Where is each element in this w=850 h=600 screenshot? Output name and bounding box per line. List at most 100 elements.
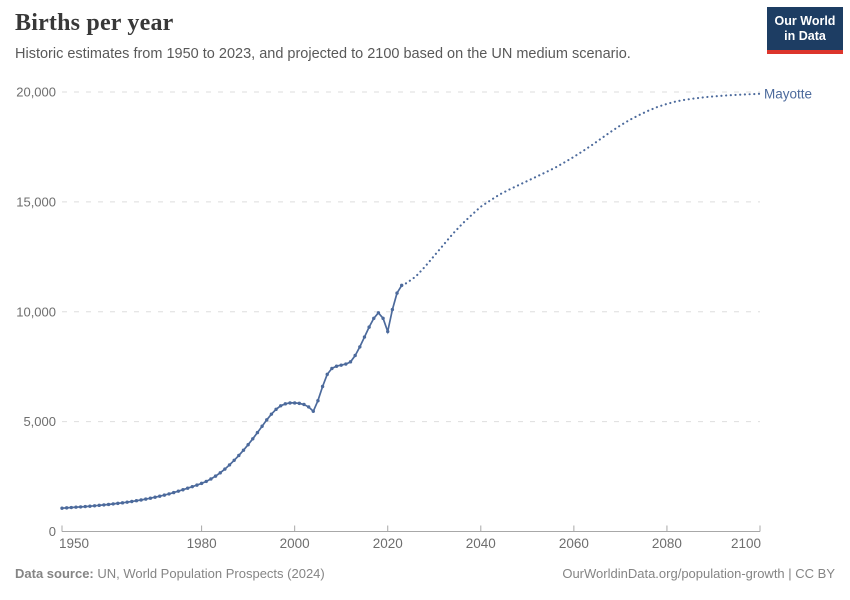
data-point xyxy=(153,495,157,499)
x-tick-label: 2020 xyxy=(373,536,403,551)
data-point xyxy=(64,506,69,510)
data-point xyxy=(185,486,190,490)
data-point xyxy=(60,506,64,510)
data-point xyxy=(199,481,204,486)
data-point xyxy=(97,503,101,508)
y-tick-label: 10,000 xyxy=(16,304,56,319)
data-point xyxy=(269,412,274,416)
series-line-projected xyxy=(400,92,762,287)
data-point xyxy=(195,483,199,487)
data-point xyxy=(283,402,288,406)
data-point xyxy=(302,402,306,407)
data-point xyxy=(297,401,302,406)
data-point xyxy=(162,493,167,497)
chart-subtitle: Historic estimates from 1950 to 2023, an… xyxy=(15,46,631,62)
data-point xyxy=(148,496,153,500)
y-tick-label: 0 xyxy=(49,524,56,539)
data-source-label: Data source: xyxy=(15,566,94,581)
data-point xyxy=(181,488,185,492)
data-point xyxy=(158,494,162,498)
data-point xyxy=(265,418,269,422)
y-tick-label: 15,000 xyxy=(16,194,56,209)
data-point xyxy=(316,399,320,403)
data-point xyxy=(372,316,376,321)
data-point xyxy=(144,497,148,501)
owid-logo[interactable]: Our World in Data xyxy=(767,7,843,54)
data-point xyxy=(330,366,334,371)
data-point xyxy=(167,492,171,496)
data-point xyxy=(358,345,362,349)
data-point xyxy=(260,424,264,428)
x-tick-label: 2040 xyxy=(466,536,496,551)
data-point xyxy=(102,503,106,507)
data-point xyxy=(83,504,87,509)
chart-footer: Data source: UN, World Population Prospe… xyxy=(15,566,835,581)
data-point xyxy=(251,437,255,441)
data-point xyxy=(362,335,367,339)
data-point xyxy=(130,499,134,504)
data-point xyxy=(223,467,227,471)
series-line-historic xyxy=(61,284,403,510)
data-point xyxy=(106,502,111,507)
x-tick-label: 1980 xyxy=(187,536,217,551)
data-point xyxy=(209,477,213,481)
data-point xyxy=(213,474,218,478)
data-point xyxy=(339,363,343,367)
chart-title: Births per year xyxy=(15,10,174,36)
data-point xyxy=(306,405,311,409)
data-point xyxy=(246,442,250,447)
data-point xyxy=(111,502,115,506)
data-point xyxy=(386,329,390,334)
data-point xyxy=(279,404,283,408)
data-point xyxy=(176,489,181,493)
data-point xyxy=(74,505,78,509)
data-point xyxy=(320,384,325,389)
data-point xyxy=(88,504,92,508)
entity-label[interactable]: Mayotte xyxy=(764,86,812,101)
data-point xyxy=(255,430,260,435)
data-point xyxy=(232,458,236,463)
data-source-text: UN, World Population Prospects (2024) xyxy=(93,566,325,581)
data-point xyxy=(334,364,339,368)
data-point xyxy=(171,490,176,495)
data-point xyxy=(348,360,353,364)
data-point xyxy=(120,501,125,505)
data-point xyxy=(116,501,120,506)
data-point xyxy=(381,316,385,321)
owid-logo-line1: Our World xyxy=(774,14,836,28)
data-point xyxy=(134,499,139,503)
data-point xyxy=(69,505,74,510)
x-tick-label: 2080 xyxy=(652,536,682,551)
chart-header: Births per year Historic estimates from … xyxy=(15,10,750,62)
data-point xyxy=(190,484,194,489)
data-point xyxy=(325,372,329,377)
data-point xyxy=(395,291,399,295)
data-point xyxy=(353,353,357,358)
data-point xyxy=(125,500,129,504)
footer-citation-link[interactable]: OurWorldinData.org/population-growth | C… xyxy=(562,566,835,581)
data-point xyxy=(311,409,315,413)
x-tick-label: 2100 xyxy=(731,536,761,551)
data-point xyxy=(288,401,292,405)
data-point xyxy=(237,453,241,458)
data-source: Data source: UN, World Population Prospe… xyxy=(15,566,325,581)
data-point xyxy=(241,448,246,452)
y-tick-label: 20,000 xyxy=(16,85,56,100)
data-point xyxy=(274,407,278,412)
data-point xyxy=(227,463,232,467)
data-point xyxy=(367,325,371,329)
y-tick-label: 5,000 xyxy=(23,414,56,429)
data-point xyxy=(204,479,208,484)
x-tick-label: 2060 xyxy=(559,536,589,551)
x-tick-label: 1950 xyxy=(59,536,89,551)
data-point xyxy=(78,505,83,509)
owid-logo-line2: in Data xyxy=(784,29,826,43)
data-point xyxy=(139,498,143,502)
data-point xyxy=(390,307,395,312)
data-point xyxy=(218,471,222,475)
data-point xyxy=(344,362,348,366)
data-point xyxy=(376,311,381,315)
data-point xyxy=(92,504,97,508)
